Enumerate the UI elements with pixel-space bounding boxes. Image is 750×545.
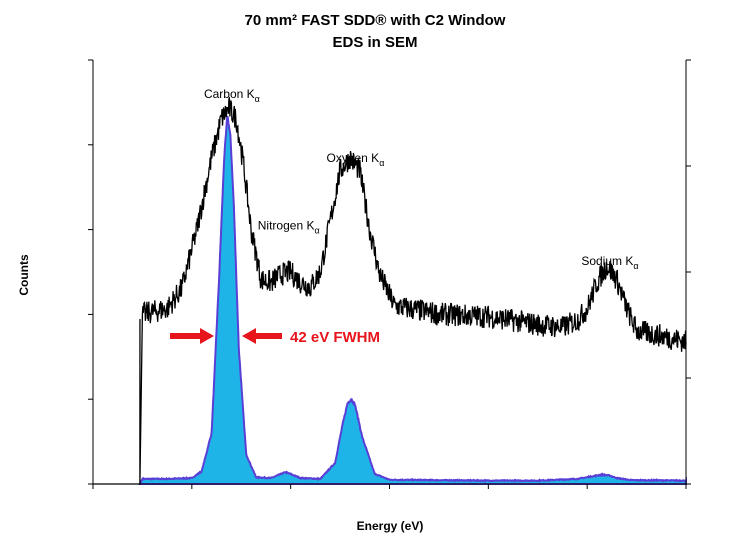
- series-log-spectrum-line: [93, 96, 687, 485]
- peak-annotation-text: Nitrogen K: [258, 219, 315, 233]
- chart-title: 70 mm² FAST SDD® with C2 Window: [245, 12, 506, 29]
- series-linear-spectrum-area: [138, 115, 687, 485]
- chart-subtitle: EDS in SEM: [332, 34, 417, 51]
- peak-annotation-subscript: α: [314, 226, 319, 236]
- fwhm-label: 42 eV FWHM: [290, 329, 380, 346]
- peak-annotation-subscript: α: [379, 158, 384, 168]
- plot-background: [93, 60, 686, 484]
- axes: [88, 59, 691, 489]
- peak-annotation-text: Sodium K: [581, 254, 633, 268]
- plot-area: [93, 60, 686, 484]
- peak-annotation: Oxygen Kα: [326, 151, 384, 168]
- fwhm-marker: 42 eV FWHM: [170, 328, 380, 346]
- peak-annotation-subscript: α: [255, 94, 260, 104]
- peak-annotation-text: Carbon K: [204, 87, 255, 101]
- peak-annotation-subscript: α: [633, 261, 638, 271]
- x-axis-label: Energy (eV): [357, 519, 424, 533]
- fwhm-right-arrowhead: [242, 328, 256, 344]
- peak-annotation: Sodium Kα: [581, 254, 638, 271]
- fwhm-left-arrowhead: [200, 328, 214, 344]
- y-axis-label: Counts: [17, 254, 31, 296]
- series-layer: [93, 96, 687, 485]
- peak-annotation: Carbon Kα: [204, 87, 260, 104]
- peak-annotation-text: Oxygen K: [326, 151, 379, 165]
- peak-annotation: Nitrogen Kα: [258, 219, 320, 236]
